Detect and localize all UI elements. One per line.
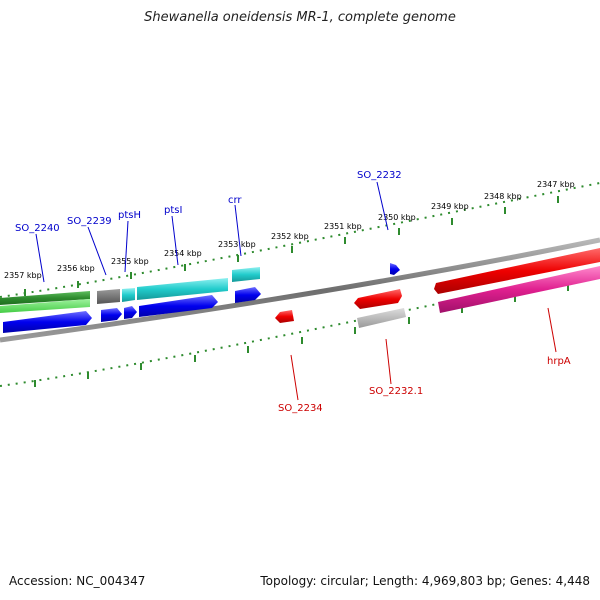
accession-text: Accession: NC_004347 xyxy=(9,574,146,588)
kbp-label-2351: 2351 kbp xyxy=(324,222,362,231)
kbp-label-2357: 2357 kbp xyxy=(4,271,42,280)
gene-pink xyxy=(438,266,600,313)
gene-ptsI xyxy=(137,278,228,300)
label-ptsI: ptsI xyxy=(164,205,182,216)
gene-blue-1 xyxy=(3,311,92,333)
map-title: Shewanella oneidensis MR-1, complete gen… xyxy=(144,10,456,25)
label-ptsH: ptsH xyxy=(118,210,141,221)
gene-SO_2240-b xyxy=(0,299,90,313)
kbp-label-2355: 2355 kbp xyxy=(111,257,149,266)
label-SO_2239: SO_2239 xyxy=(67,216,112,227)
gene-SO_2232 xyxy=(390,263,400,275)
kbp-label-2348: 2348 kbp xyxy=(484,192,522,201)
gene-SO_2240-a xyxy=(0,291,90,305)
kbp-label-2353: 2353 kbp xyxy=(218,240,256,249)
forward-strand-genes xyxy=(0,248,600,313)
gene-hrpA-region xyxy=(434,248,600,294)
kbp-label-2354: 2354 kbp xyxy=(164,249,202,258)
upper-major-ticks xyxy=(24,196,559,296)
bottom-gene-labels: SO_2234 SO_2232.1 hrpA xyxy=(278,356,571,414)
label-SO_2240: SO_2240 xyxy=(15,223,60,234)
kbp-label-2350: 2350 kbp xyxy=(378,213,416,222)
gene-SO_2239 xyxy=(97,289,120,304)
gene-SO_2232.1 xyxy=(357,308,406,328)
top-gene-labels: SO_2240 SO_2239 ptsH ptsI crr SO_2232 xyxy=(15,170,402,234)
gene-ptsH xyxy=(122,288,135,302)
scale-labels: 2357 kbp 2356 kbp 2355 kbp 2354 kbp 2353… xyxy=(4,180,575,280)
gene-SO_2234 xyxy=(275,310,294,323)
gene-blue-4 xyxy=(139,295,218,317)
gene-blue-3 xyxy=(124,306,137,319)
label-hrpA: hrpA xyxy=(547,356,571,367)
gene-red-forward-1 xyxy=(354,289,402,309)
label-SO_2232: SO_2232 xyxy=(357,170,402,181)
label-SO_2234: SO_2234 xyxy=(278,403,323,414)
kbp-label-2352: 2352 kbp xyxy=(271,232,309,241)
label-crr: crr xyxy=(228,195,242,206)
topology-text: Topology: circular; Length: 4,969,803 bp… xyxy=(260,574,590,588)
kbp-label-2349: 2349 kbp xyxy=(431,202,469,211)
kbp-label-2356: 2356 kbp xyxy=(57,264,95,273)
gene-crr xyxy=(232,267,260,282)
gene-blue-2 xyxy=(101,308,122,322)
gene-blue-5 xyxy=(235,287,261,303)
kbp-label-2347: 2347 kbp xyxy=(537,180,575,189)
reverse-strand-genes xyxy=(3,266,600,333)
genome-backbone xyxy=(0,237,600,343)
label-SO_2232.1: SO_2232.1 xyxy=(369,386,423,397)
bottom-leader-lines xyxy=(290,307,557,401)
top-leader-lines xyxy=(35,181,389,283)
